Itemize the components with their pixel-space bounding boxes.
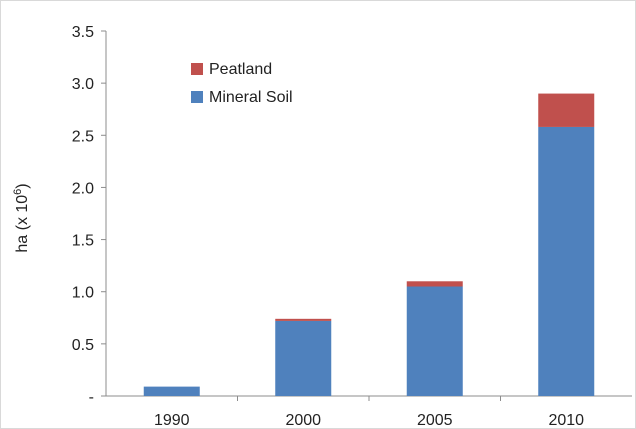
y-tick-label: 1.0 xyxy=(72,285,94,302)
x-tick-label: 2005 xyxy=(417,412,453,429)
bar-segment xyxy=(275,320,332,396)
legend-label: Mineral Soil xyxy=(209,89,293,106)
bar-segment xyxy=(538,126,595,396)
legend: Peatland Mineral Soil xyxy=(191,61,293,106)
x-ticks: 1990 2000 2005 2010 xyxy=(154,396,584,429)
legend-swatch xyxy=(191,91,203,103)
bar-segment xyxy=(538,93,595,127)
legend-label: Peatland xyxy=(209,61,272,78)
y-ticks: - 0.5 1.0 1.5 2.0 2.5 3.0 3.5 xyxy=(72,24,106,406)
bar-segment xyxy=(406,281,463,287)
bar-segment xyxy=(143,386,200,396)
y-tick-label: 1.5 xyxy=(72,233,94,250)
bar-segment xyxy=(406,286,463,396)
bar-segment xyxy=(275,318,332,321)
x-tick-label: 1990 xyxy=(154,412,190,429)
y-tick-label: - xyxy=(89,389,94,406)
x-tick-label: 2000 xyxy=(285,412,321,429)
y-tick-label: 2.5 xyxy=(72,128,94,145)
y-tick-label: 3.0 xyxy=(72,76,94,93)
x-tick-label: 2010 xyxy=(548,412,584,429)
y-tick-label: 3.5 xyxy=(72,24,94,41)
y-tick-label: 2.0 xyxy=(72,180,94,197)
y-axis-label: ha (x 106) xyxy=(12,183,31,252)
legend-swatch xyxy=(191,63,203,75)
y-tick-label: 0.5 xyxy=(72,337,94,354)
bars xyxy=(143,93,595,396)
